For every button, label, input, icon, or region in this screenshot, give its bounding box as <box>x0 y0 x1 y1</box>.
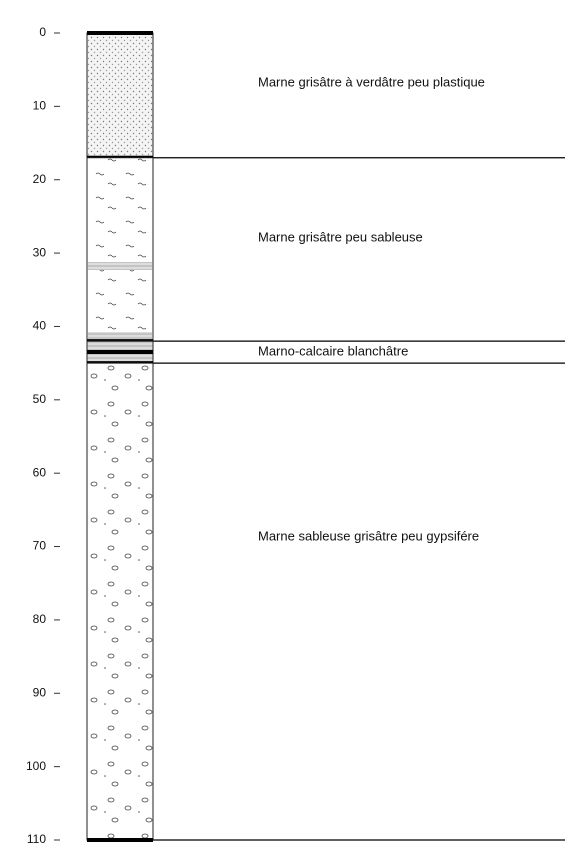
tick-label: 0 <box>39 25 46 39</box>
tick-label: 10 <box>33 99 47 113</box>
tick-label: 90 <box>33 685 47 699</box>
layer-block <box>87 158 153 341</box>
tick-label: 100 <box>26 759 46 773</box>
layer-label: Marno-calcaire blanchâtre <box>258 343 408 358</box>
layer-block <box>87 33 153 158</box>
tick-label: 40 <box>33 319 47 333</box>
layer-label: Marne grisâtre peu sableuse <box>258 229 423 244</box>
tick-label: 50 <box>33 392 47 406</box>
layer-boundary-bar <box>87 838 153 842</box>
tick-label: 110 <box>27 832 46 846</box>
layer-block <box>87 363 153 840</box>
tick-label: 70 <box>33 539 47 553</box>
tick-label: 60 <box>33 465 47 479</box>
layer-label: Marne grisâtre à verdâtre peu plastique <box>258 74 485 89</box>
interbed <box>88 332 152 339</box>
interbed <box>88 262 152 270</box>
tick-label: 20 <box>33 172 47 186</box>
stratigraphic-log: 0 10 20 30 40 50 60 70 80 90 100 110 Marne grisâtre … <box>0 0 565 857</box>
tick-label: 80 <box>33 612 47 626</box>
top-bar <box>87 31 153 35</box>
interbed-bar <box>87 350 153 354</box>
layer-label: Marne sableuse grisâtre peu gypsifére <box>258 528 479 543</box>
tick-label: 30 <box>33 245 47 259</box>
